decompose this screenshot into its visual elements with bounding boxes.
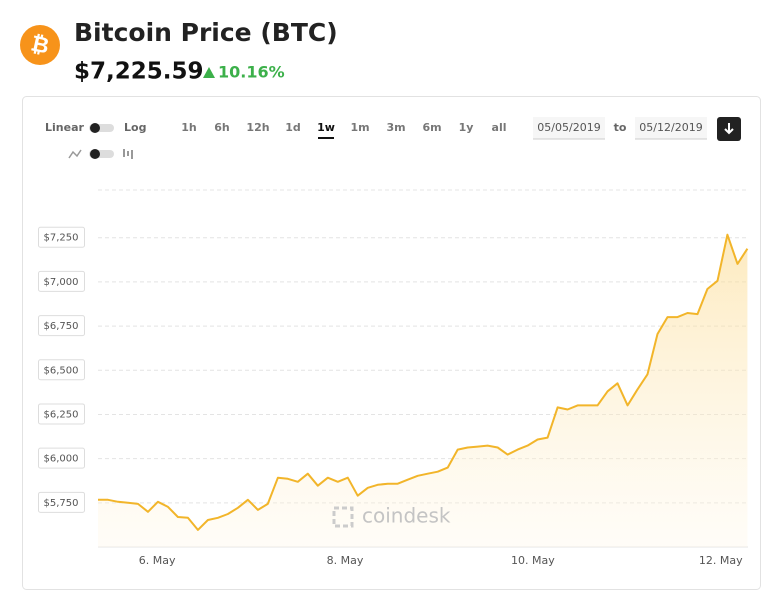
y-tick-box [38,270,85,292]
price: $7,225.59 [74,59,204,85]
bitcoin-logo [20,25,60,65]
y-tick-box [38,226,85,248]
date-from-box[interactable] [533,117,605,139]
watermark-text: coindesk [362,504,451,528]
chart-type-toggle-knob [90,149,100,159]
range-button[interactable]: all [492,121,507,134]
download-icon [724,123,734,135]
y-tick-label: $7,000 [44,277,79,288]
scale-log[interactable]: Log [124,121,146,134]
y-tick-box [38,447,85,469]
bitcoin-logo-glyph: ₿ [29,31,52,59]
y-tick-label: $6,250 [44,409,79,420]
scale-linear[interactable]: Linear [45,121,84,134]
y-tick-box [38,491,85,513]
change: 10.16% [218,63,285,82]
up-arrow [203,67,215,78]
x-tick-label: 12. May [699,554,743,567]
range-button[interactable]: 6h [214,121,230,134]
candle-icon[interactable] [123,149,133,159]
range-button[interactable]: 6m [422,121,441,134]
range-button[interactable]: 1h [181,121,197,134]
range-button[interactable]: 12h [246,121,269,134]
y-tick-box [38,315,85,337]
y-tick-box [38,403,85,425]
date-from: 05/05/2019 [537,121,600,134]
date-to-box[interactable] [635,117,707,139]
y-tick-label: $6,000 [44,454,79,465]
y-tick-label: $5,750 [44,498,79,509]
price-line [98,233,749,531]
range-button[interactable]: 1d [285,121,301,134]
watermark: coindesk [332,504,451,528]
price-area [98,234,748,547]
range-button[interactable]: 1y [459,121,474,134]
y-tick-label: $6,750 [44,321,79,332]
y-tick-label: $7,250 [44,233,79,244]
range-button[interactable]: 3m [386,121,405,134]
x-tick-label: 8. May [327,554,364,567]
y-tick-label: $6,500 [44,365,79,376]
scale-toggle-knob [90,123,100,133]
x-tick-label: 6. May [139,554,176,567]
line-icon[interactable] [68,149,82,159]
range-button[interactable]: 1w [317,121,335,134]
title: Bitcoin Price (BTC) [74,18,338,47]
watermark-icon [332,506,354,528]
date-to: 05/12/2019 [639,121,702,134]
range-button[interactable]: 1m [350,121,369,134]
date-to-word: to [614,121,627,134]
y-tick-box [38,359,85,381]
x-tick-label: 10. May [511,554,555,567]
